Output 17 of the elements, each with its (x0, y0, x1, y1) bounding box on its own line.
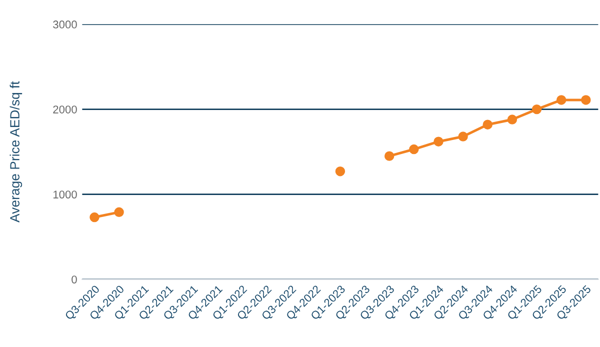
y-tick-label: 3000 (53, 20, 77, 28)
point (581, 95, 591, 105)
point (458, 132, 468, 142)
y-tick-label: 2000 (53, 106, 77, 114)
point (556, 95, 566, 105)
point (335, 166, 346, 176)
point (384, 151, 394, 161)
point (90, 212, 100, 222)
y-tick-label: 1000 (53, 190, 77, 198)
y-tick-label: 0 (72, 276, 77, 284)
point (434, 136, 444, 146)
point (114, 207, 124, 218)
y-axis-title: Average Price AED/sq ft (10, 81, 22, 222)
point (409, 144, 419, 154)
point (507, 114, 518, 124)
point (532, 104, 542, 114)
point (482, 120, 492, 130)
